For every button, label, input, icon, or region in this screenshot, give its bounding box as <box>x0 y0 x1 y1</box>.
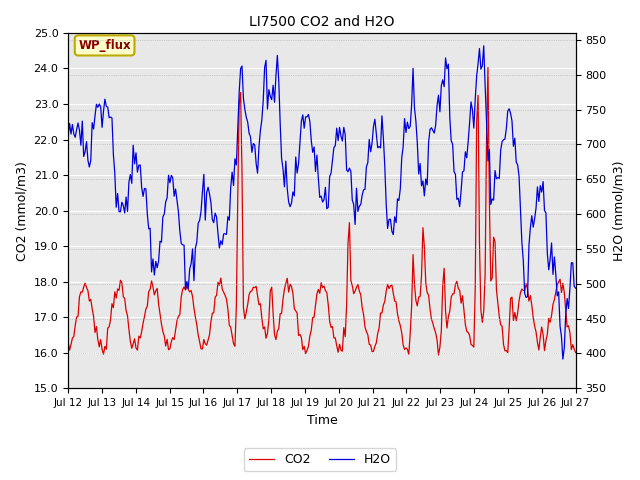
H2O <box>241 106 249 112</box>
H2O <box>480 43 488 48</box>
CO2 <box>484 65 492 71</box>
H2O <box>127 172 134 178</box>
Line: H2O: H2O <box>68 46 575 359</box>
H2O <box>64 132 72 138</box>
CO2 <box>241 316 249 322</box>
CO2 <box>572 350 579 356</box>
H2O <box>559 356 566 362</box>
CO2 <box>127 338 134 344</box>
CO2 <box>64 339 72 345</box>
CO2 <box>547 319 554 325</box>
H2O <box>545 267 552 273</box>
CO2 <box>232 304 240 310</box>
CO2 <box>435 352 442 358</box>
CO2 <box>216 282 223 288</box>
Legend: CO2, H2O: CO2, H2O <box>244 448 396 471</box>
H2O <box>286 204 294 210</box>
Y-axis label: H2O (mmol/m3): H2O (mmol/m3) <box>612 160 625 261</box>
H2O <box>572 285 579 291</box>
Text: WP_flux: WP_flux <box>78 39 131 52</box>
H2O <box>232 162 240 168</box>
Line: CO2: CO2 <box>68 68 575 355</box>
CO2 <box>286 281 294 287</box>
Y-axis label: CO2 (mmol/m3): CO2 (mmol/m3) <box>15 161 28 261</box>
Title: LI7500 CO2 and H2O: LI7500 CO2 and H2O <box>249 15 395 29</box>
X-axis label: Time: Time <box>307 414 337 427</box>
H2O <box>216 245 223 251</box>
